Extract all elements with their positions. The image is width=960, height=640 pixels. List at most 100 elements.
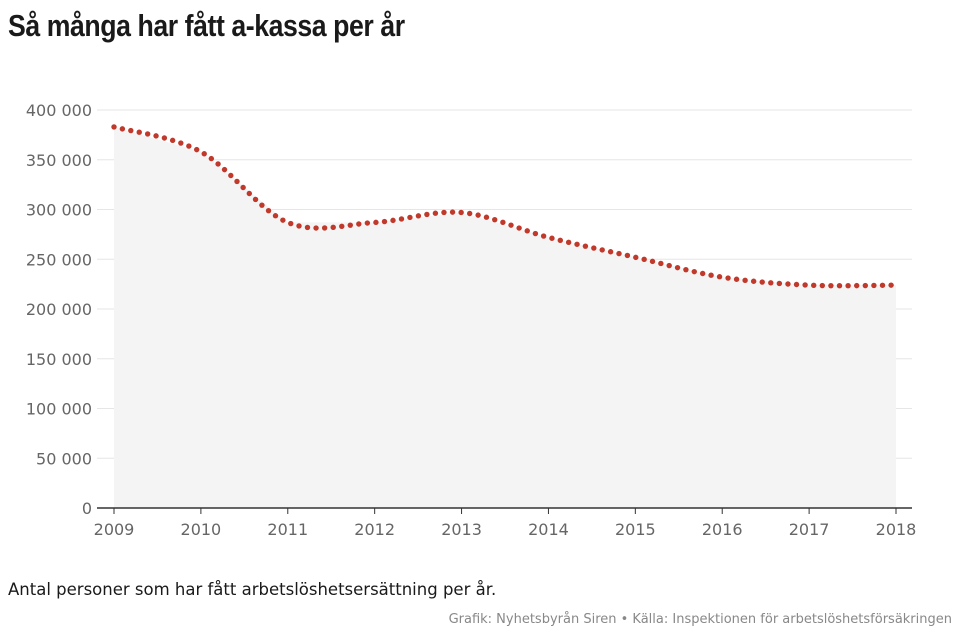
series-dot	[582, 243, 589, 249]
series-dot	[599, 247, 605, 253]
series-dot	[381, 218, 388, 225]
series-dot	[574, 241, 580, 247]
series-dot	[836, 283, 843, 289]
series-dot	[591, 245, 597, 251]
x-tick-label: 2011	[267, 520, 308, 539]
series-dot	[432, 210, 439, 216]
series-dot	[449, 209, 456, 215]
series-dot	[373, 219, 379, 226]
x-tick-label: 2016	[702, 520, 743, 539]
series-dot	[128, 127, 134, 134]
series-dot	[407, 214, 413, 221]
x-tick-label: 2018	[876, 520, 917, 539]
series-dot	[516, 225, 522, 231]
series-dot	[240, 184, 246, 191]
series-dot	[733, 276, 740, 282]
series-dot	[862, 282, 869, 289]
series-dot	[441, 209, 447, 216]
series-dot	[811, 282, 817, 289]
series-dot	[641, 256, 647, 263]
series-dot	[194, 146, 200, 153]
series-dot	[691, 268, 697, 275]
series-dot	[330, 224, 336, 230]
y-tick-label: 350 000	[26, 151, 92, 170]
series-dot	[144, 131, 151, 137]
x-axis-ticks: 2009 2010 2011 2012 2013 2014 2015 2016 2017 2018	[94, 508, 917, 539]
series-dot	[500, 219, 506, 226]
series-dot	[616, 250, 622, 257]
series-dot	[854, 282, 860, 289]
series-dot	[215, 161, 221, 167]
series-dot	[871, 282, 877, 289]
series-dot	[540, 233, 547, 239]
series-dot	[845, 282, 851, 289]
series-dot	[364, 220, 371, 226]
series-dot	[221, 166, 228, 173]
series-dot	[683, 266, 689, 273]
series-dot	[280, 217, 286, 223]
y-tick-label: 50 000	[36, 449, 92, 468]
series-dot	[169, 137, 176, 144]
series-dot	[424, 211, 430, 218]
series-dot	[649, 258, 656, 265]
series-dot	[742, 277, 748, 284]
series-dot	[725, 275, 731, 281]
x-tick-label: 2015	[615, 520, 656, 539]
series-dot	[802, 282, 808, 288]
series-dots	[111, 124, 894, 289]
series-dot	[475, 212, 481, 218]
series-dot	[201, 151, 207, 157]
x-tick-label: 2010	[181, 520, 222, 539]
series-dot	[888, 282, 894, 288]
series-dot	[768, 280, 774, 286]
series-dot	[178, 140, 184, 146]
series-dot	[658, 260, 664, 267]
series-dot	[161, 135, 168, 141]
series-dot	[186, 143, 192, 149]
series-dot	[557, 237, 563, 244]
x-tick-label: 2017	[789, 520, 830, 539]
series-dot	[879, 282, 886, 288]
series-dot	[633, 254, 639, 261]
series-dot	[549, 235, 555, 241]
series-dot	[228, 172, 234, 179]
series-dot	[524, 228, 530, 234]
series-dot	[288, 220, 294, 227]
series-dot	[793, 281, 800, 288]
series-dot	[666, 262, 672, 269]
y-tick-label: 300 000	[26, 201, 92, 220]
series-dot	[265, 207, 272, 214]
series-dot	[776, 280, 783, 287]
series-dot	[208, 155, 215, 162]
x-tick-label: 2012	[354, 520, 395, 539]
line-chart: 0 50 000 100 000 150 000 200 000 250 000 300 0…	[26, 101, 917, 539]
x-tick-label: 2014	[528, 520, 569, 539]
series-dot	[111, 124, 117, 130]
series-dot	[492, 216, 498, 223]
series-dot	[347, 222, 353, 228]
series-dot	[819, 282, 826, 289]
series-dot	[252, 196, 259, 203]
series-dot	[828, 282, 834, 289]
series-dot	[390, 217, 396, 224]
chart-title: Så många har fått a-kassa per år	[8, 8, 405, 43]
series-dot	[304, 224, 311, 231]
series-dot	[708, 272, 714, 278]
series-dot	[119, 126, 126, 132]
chart-credit: Grafik: Nyhetsbyrån Siren • Källa: Inspe…	[448, 612, 952, 627]
x-tick-label: 2009	[94, 520, 135, 539]
series-dot	[785, 281, 791, 287]
series-dot	[415, 213, 422, 219]
series-dot	[398, 216, 405, 222]
y-tick-label: 0	[82, 499, 92, 518]
series-dot	[624, 252, 631, 259]
series-dot	[321, 225, 328, 231]
y-tick-label: 150 000	[26, 350, 92, 369]
series-dot	[466, 210, 473, 217]
series-dot	[716, 274, 723, 280]
series-dot	[136, 129, 142, 135]
y-tick-label: 400 000	[26, 101, 92, 120]
series-dot	[356, 221, 362, 227]
x-tick-label: 2013	[441, 520, 482, 539]
series-dot	[339, 223, 345, 230]
